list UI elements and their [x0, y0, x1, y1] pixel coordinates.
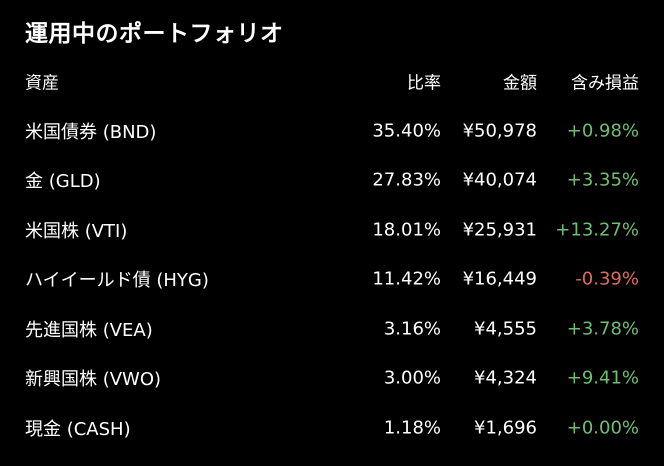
- asset-gain: +13.27%: [555, 219, 639, 241]
- header-asset: 資産: [25, 73, 59, 94]
- asset-name: 金 (GLD): [25, 171, 101, 193]
- table-row[interactable]: 現金 (CASH) 1.18% ¥1,696 +0.00%: [0, 403, 664, 453]
- asset-name: 米国株 (VTI): [25, 220, 128, 242]
- asset-name: ハイイールド債 (HYG): [25, 270, 209, 292]
- asset-ratio: 35.40%: [372, 120, 441, 142]
- asset-amount: ¥4,324: [474, 367, 537, 389]
- asset-amount: ¥16,449: [462, 268, 537, 290]
- header-amount: 金額: [503, 73, 537, 94]
- asset-ratio: 27.83%: [372, 169, 441, 191]
- asset-gain: +0.00%: [566, 417, 639, 439]
- table-header: 資産 比率 金額 含み損益: [0, 56, 664, 106]
- asset-amount: ¥40,074: [462, 169, 537, 191]
- page-title: 運用中のポートフォリオ: [25, 21, 284, 47]
- table-row[interactable]: 新興国株 (VWO) 3.00% ¥4,324 +9.41%: [0, 354, 664, 404]
- asset-gain: +9.41%: [566, 367, 639, 389]
- asset-gain: +0.98%: [566, 120, 639, 142]
- table-row[interactable]: ハイイールド債 (HYG) 11.42% ¥16,449 -0.39%: [0, 255, 664, 305]
- portfolio-table: 資産 比率 金額 含み損益 米国債券 (BND) 35.40% ¥50,978 …: [0, 56, 664, 453]
- asset-name: 新興国株 (VWO): [25, 369, 162, 391]
- asset-ratio: 3.00%: [383, 367, 441, 389]
- asset-amount: ¥4,555: [474, 318, 537, 340]
- asset-name: 先進国株 (VEA): [25, 319, 153, 341]
- asset-ratio: 3.16%: [383, 318, 441, 340]
- header-ratio: 比率: [407, 73, 441, 94]
- table-row[interactable]: 米国債券 (BND) 35.40% ¥50,978 +0.98%: [0, 106, 664, 156]
- asset-ratio: 1.18%: [383, 417, 441, 439]
- asset-ratio: 11.42%: [372, 268, 441, 290]
- table-row[interactable]: 先進国株 (VEA) 3.16% ¥4,555 +3.78%: [0, 304, 664, 354]
- asset-name: 現金 (CASH): [25, 418, 131, 440]
- asset-gain: +3.35%: [566, 169, 639, 191]
- asset-gain: +3.78%: [566, 318, 639, 340]
- asset-ratio: 18.01%: [372, 219, 441, 241]
- header-gain: 含み損益: [571, 73, 639, 94]
- asset-amount: ¥25,931: [462, 219, 537, 241]
- asset-amount: ¥50,978: [462, 120, 537, 142]
- table-row[interactable]: 米国株 (VTI) 18.01% ¥25,931 +13.27%: [0, 205, 664, 255]
- asset-gain: -0.39%: [575, 268, 639, 290]
- table-row[interactable]: 金 (GLD) 27.83% ¥40,074 +3.35%: [0, 156, 664, 206]
- asset-amount: ¥1,696: [474, 417, 537, 439]
- asset-name: 米国債券 (BND): [25, 121, 157, 143]
